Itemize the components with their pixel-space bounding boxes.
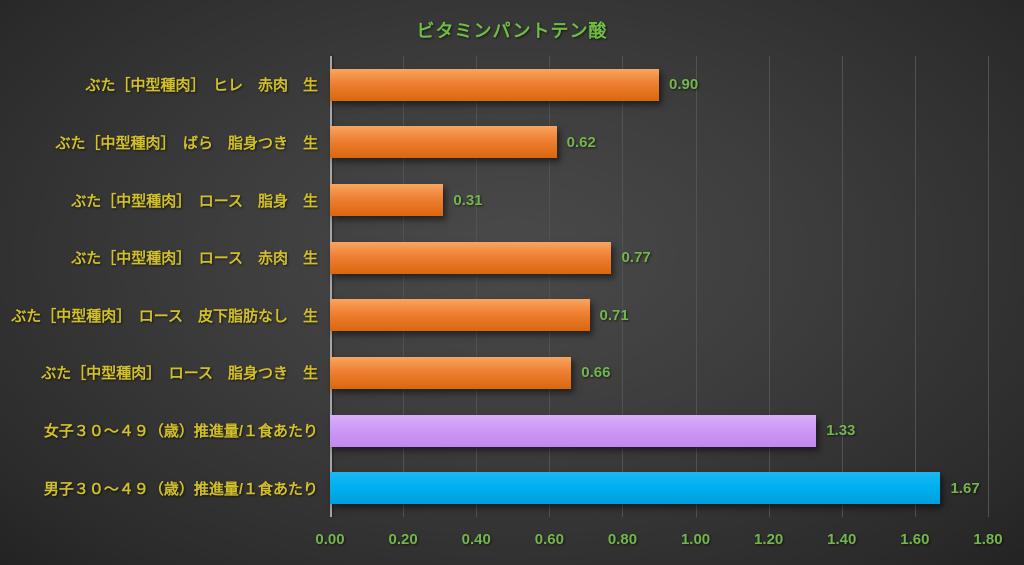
x-tick-label: 1.60 <box>900 531 930 548</box>
gridline <box>768 56 770 517</box>
gridline <box>695 56 697 517</box>
category-label: 男子３０～４９（歳）推進量/１食あたり <box>43 480 318 498</box>
data-bar-orange <box>330 126 557 159</box>
chart-row: ぶた［中型種肉］ ロース 脂身 生 0.31 <box>0 171 988 229</box>
x-tick-label: 1.40 <box>827 531 857 548</box>
category-label: ぶた［中型種肉］ ロース 脂身 生 <box>71 192 318 210</box>
category-label: ぶた［中型種肉］ ヒレ 赤肉 生 <box>85 77 318 95</box>
gridlines <box>330 56 989 517</box>
data-label: 0.77 <box>621 249 651 267</box>
gridline <box>622 56 624 517</box>
chart-title: ビタミンパントテン酸 <box>416 21 608 41</box>
category-label: 女子３０～４９（歳）推進量/１食あたり <box>43 423 318 441</box>
category-label: ぶた［中型種肉］ ばら 脂身つき 生 <box>55 134 318 152</box>
gridline <box>403 56 405 517</box>
bar-track: 0.31 <box>330 171 988 229</box>
category-label: ぶた［中型種肉］ ロース 脂身つき 生 <box>41 365 318 383</box>
data-bar-blue <box>330 472 941 505</box>
data-bar-orange <box>330 241 612 274</box>
x-tick-label: 0.20 <box>388 531 418 548</box>
x-tick-label: 1.20 <box>754 531 784 548</box>
data-label: 0.31 <box>453 191 483 209</box>
gridline <box>841 56 843 517</box>
bar-track: 0.90 <box>330 56 988 114</box>
x-tick-label: 0.00 <box>315 531 345 548</box>
x-axis-ticks: 0.00 0.20 0.40 0.60 0.80 1.00 1.20 1.40 1.60 1.80 <box>315 531 1002 551</box>
data-bar-orange <box>330 68 659 101</box>
bar-track: 1.67 <box>330 459 988 517</box>
category-label: ぶた［中型種肉］ ロース 皮下脂肪なし 生 <box>11 307 318 325</box>
bar-track: 1.33 <box>330 402 988 460</box>
data-bar-orange <box>330 184 444 217</box>
data-label: 0.66 <box>581 364 611 382</box>
data-label: 0.90 <box>669 76 699 94</box>
x-tick-label: 0.60 <box>534 531 564 548</box>
data-bar-orange <box>330 299 590 332</box>
gridline <box>914 56 916 517</box>
chart-row: ぶた［中型種肉］ ロース 皮下脂肪なし 生 0.71 <box>0 287 988 345</box>
x-tick-label: 0.40 <box>461 531 491 548</box>
bar-track: 0.66 <box>330 344 988 402</box>
data-bar-purple <box>330 414 817 447</box>
data-label: 1.33 <box>826 422 856 440</box>
chart-rows: ぶた［中型種肉］ ヒレ 赤肉 生 0.90 ぶた［中型種肉］ ばら 脂身つき 生 0.… <box>0 56 988 517</box>
bar-track: 0.77 <box>330 229 988 287</box>
plot-area: ぶた［中型種肉］ ヒレ 赤肉 生 0.90 ぶた［中型種肉］ ばら 脂身つき 生 0.… <box>0 56 989 517</box>
data-label: 0.71 <box>599 306 629 324</box>
chart-row: 男子３０～４９（歳）推進量/１食あたり 1.67 <box>0 459 988 517</box>
category-label: ぶた［中型種肉］ ロース 赤肉 生 <box>71 250 318 268</box>
gridline <box>476 56 478 517</box>
chart-row: 女子３０～４９（歳）推進量/１食あたり 1.33 <box>0 402 988 460</box>
y-axis-line <box>330 56 332 517</box>
bar-track: 0.62 <box>330 114 988 172</box>
gridline <box>988 56 989 517</box>
x-tick-label: 1.80 <box>973 531 1003 548</box>
x-tick-label: 1.00 <box>680 531 711 548</box>
data-label: 0.62 <box>566 133 596 151</box>
data-bar-orange <box>330 356 572 389</box>
data-label: 1.67 <box>950 479 980 497</box>
chart-row: ぶた［中型種肉］ ロース 脂身つき 生 0.66 <box>0 344 988 402</box>
chart-row: ぶた［中型種肉］ ばら 脂身つき 生 0.62 <box>0 114 988 172</box>
chart-row: ぶた［中型種肉］ ロース 赤肉 生 0.77 <box>0 229 988 287</box>
bar-track: 0.71 <box>330 287 988 345</box>
x-tick-label: 0.80 <box>607 531 638 548</box>
chart-row: ぶた［中型種肉］ ヒレ 赤肉 生 0.90 <box>0 56 988 114</box>
gridline <box>549 56 551 517</box>
